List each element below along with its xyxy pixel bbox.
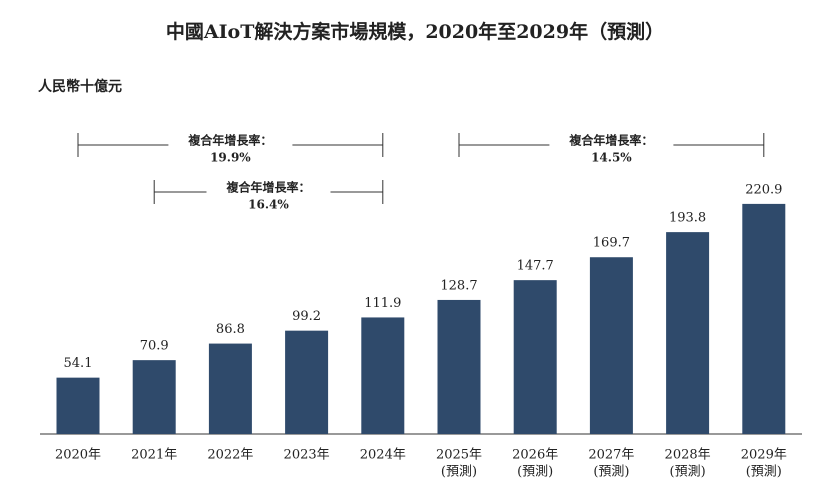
x-tick-label: 2022年	[207, 448, 253, 463]
x-tick-label: 2024年	[360, 448, 406, 463]
x-tick-label: 2029年	[741, 448, 787, 463]
unit-label: 人民幣十億元	[38, 78, 122, 95]
bar	[589, 257, 633, 434]
data-label: 128.7	[440, 278, 477, 293]
cagr-label: 複合年增長率：	[568, 133, 653, 148]
bar	[513, 280, 557, 434]
cagr-value: 14.5%	[591, 151, 632, 165]
data-label: 86.8	[216, 322, 245, 337]
cagr-label: 複合年增長率：	[187, 133, 272, 148]
data-label: 111.9	[364, 296, 401, 311]
x-tick-label: 2026年	[512, 448, 558, 463]
bar	[285, 330, 329, 434]
x-tick-label: 2023年	[284, 448, 330, 463]
x-tick-note: (預測)	[441, 465, 477, 480]
data-label: 193.8	[669, 211, 706, 226]
x-tick-note: (預測)	[746, 465, 782, 480]
x-tick-note: (預測)	[593, 465, 629, 480]
data-label: 220.9	[745, 182, 782, 197]
x-tick-label: 2027年	[588, 448, 634, 463]
x-tick-label: 2020年	[55, 448, 101, 463]
x-tick-label: 2025年	[436, 448, 482, 463]
cagr-value: 16.4%	[248, 198, 289, 212]
x-tick-label: 2021年	[131, 448, 177, 463]
bar	[56, 377, 100, 434]
cagr-label: 複合年增長率：	[225, 180, 310, 195]
bar	[666, 232, 710, 434]
data-label: 70.9	[140, 339, 169, 354]
label-bg	[549, 133, 674, 157]
cagr-value: 19.9%	[210, 151, 251, 165]
bar	[437, 299, 481, 434]
bar	[208, 343, 252, 434]
x-tick-label: 2028年	[665, 448, 711, 463]
x-tick-note: (預測)	[670, 465, 706, 480]
label-bg	[206, 180, 331, 204]
bar	[132, 360, 176, 434]
bar	[361, 317, 405, 434]
data-label: 54.1	[64, 356, 93, 371]
label-bg	[168, 133, 293, 157]
data-label: 99.2	[292, 309, 321, 324]
chart-title: 中國AIoT解決方案市場規模，2020年至2029年（預測）	[166, 20, 664, 43]
data-label: 147.7	[517, 259, 554, 274]
x-tick-note: (預測)	[517, 465, 553, 480]
bar	[742, 203, 786, 434]
data-label: 169.7	[593, 236, 630, 251]
